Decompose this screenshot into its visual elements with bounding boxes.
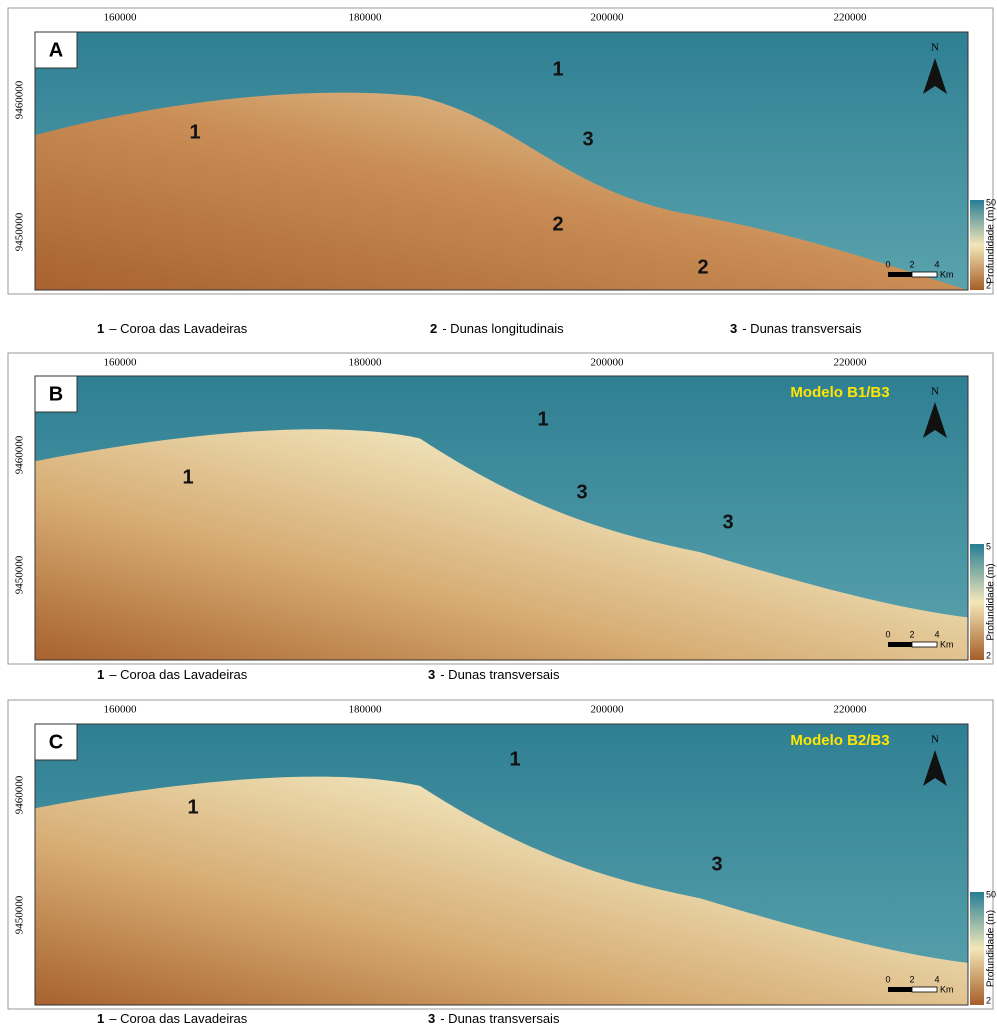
feature-number: 1: [189, 121, 200, 143]
x-coordinate-label: 220000: [834, 704, 868, 716]
x-coordinate-label: 180000: [349, 704, 383, 716]
caption-number: 1: [97, 667, 104, 682]
feature-number: 1: [537, 408, 548, 430]
x-coordinate-label: 220000: [834, 12, 868, 24]
x-coordinate-label: 200000: [591, 704, 625, 716]
model-label: Modelo B2/B3: [790, 732, 889, 749]
feature-number: 2: [697, 256, 708, 278]
caption: 2 - Dunas longitudinais: [430, 321, 564, 336]
feature-number: 1: [509, 748, 520, 770]
feature-number: 3: [722, 511, 733, 533]
caption-text: – Coroa das Lavadeiras: [109, 667, 248, 682]
colorbar-min: 2: [986, 995, 991, 1005]
panel-letter: B: [49, 383, 63, 405]
scale-bar-white: [912, 272, 937, 277]
caption: 3 - Dunas transversais: [730, 321, 862, 336]
north-label: N: [931, 386, 939, 398]
caption: 1 – Coroa das Lavadeiras: [97, 667, 248, 682]
colorbar: [970, 200, 984, 290]
y-coordinate-label: 9460000: [14, 435, 26, 474]
colorbar-title: Profundidade (m): [986, 910, 997, 987]
x-coordinate-label: 160000: [104, 357, 138, 369]
caption-text: - Dunas transversais: [440, 1011, 560, 1026]
y-coordinate-label: 9450000: [14, 212, 26, 251]
scale-bar-black: [888, 272, 912, 277]
scale-bar-black: [888, 987, 912, 992]
x-coordinate-label: 180000: [349, 12, 383, 24]
caption-text: - Dunas longitudinais: [442, 321, 564, 336]
caption-text: – Coroa das Lavadeiras: [109, 1011, 248, 1026]
figure: A 160000 180000 200000 220000 9460000 9450000 1…: [0, 0, 997, 1028]
caption-text: - Dunas transversais: [742, 321, 862, 336]
caption-text: – Coroa das Lavadeiras: [109, 321, 248, 336]
y-coordinate-label: 9460000: [14, 80, 26, 119]
caption-number: 1: [97, 321, 104, 336]
model-label: Modelo B1/B3: [790, 384, 889, 401]
colorbar: [970, 544, 984, 660]
x-coordinate-label: 160000: [104, 12, 138, 24]
y-coordinate-label: 9450000: [14, 555, 26, 594]
feature-number: 3: [576, 481, 587, 503]
caption: 1 – Coroa das Lavadeiras: [97, 321, 248, 336]
north-label: N: [931, 42, 939, 54]
scale-label: 2: [909, 259, 914, 269]
scale-label: 2: [909, 629, 914, 639]
north-label: N: [931, 734, 939, 746]
scale-label: 2: [909, 974, 914, 984]
scale-label: 4: [934, 259, 939, 269]
x-coordinate-label: 200000: [591, 12, 625, 24]
panel-letter: C: [49, 731, 63, 753]
scale-bar-black: [888, 642, 912, 647]
caption: 3 - Dunas transversais: [428, 667, 560, 682]
feature-number: 3: [582, 128, 593, 150]
caption: 3 - Dunas transversais: [428, 1011, 560, 1026]
caption-number: 2: [430, 321, 437, 336]
x-coordinate-label: 200000: [591, 357, 625, 369]
scale-bar-white: [912, 642, 937, 647]
y-coordinate-label: 9450000: [14, 895, 26, 934]
x-coordinate-label: 220000: [834, 357, 868, 369]
colorbar-max: 50: [986, 889, 996, 899]
scale-unit: Km: [940, 984, 954, 994]
feature-number: 3: [711, 853, 722, 875]
colorbar: [970, 892, 984, 1005]
caption-number: 3: [730, 321, 737, 336]
feature-number: 1: [552, 58, 563, 80]
colorbar-title: Profundidade (m): [986, 206, 997, 283]
feature-number: 1: [182, 466, 193, 488]
caption-number: 3: [428, 667, 435, 682]
caption: 1 – Coroa das Lavadeiras: [97, 1011, 248, 1026]
scale-bar-white: [912, 987, 937, 992]
feature-number: 1: [187, 796, 198, 818]
colorbar-min: 2: [986, 650, 991, 660]
colorbar-max: 5: [986, 541, 991, 551]
caption-number: 3: [428, 1011, 435, 1026]
panel-letter: A: [49, 39, 63, 61]
caption-number: 1: [97, 1011, 104, 1026]
colorbar-title: Profundidade (m): [986, 563, 997, 640]
scale-label: 0: [885, 629, 890, 639]
x-coordinate-label: 180000: [349, 357, 383, 369]
scale-unit: Km: [940, 269, 954, 279]
scale-label: 4: [934, 629, 939, 639]
scale-unit: Km: [940, 639, 954, 649]
x-coordinate-label: 160000: [104, 704, 138, 716]
y-coordinate-label: 9460000: [14, 775, 26, 814]
feature-number: 2: [552, 213, 563, 235]
colorbar-max: 50: [986, 197, 996, 207]
scale-label: 0: [885, 259, 890, 269]
scale-label: 0: [885, 974, 890, 984]
caption-text: - Dunas transversais: [440, 667, 560, 682]
scale-label: 4: [934, 974, 939, 984]
